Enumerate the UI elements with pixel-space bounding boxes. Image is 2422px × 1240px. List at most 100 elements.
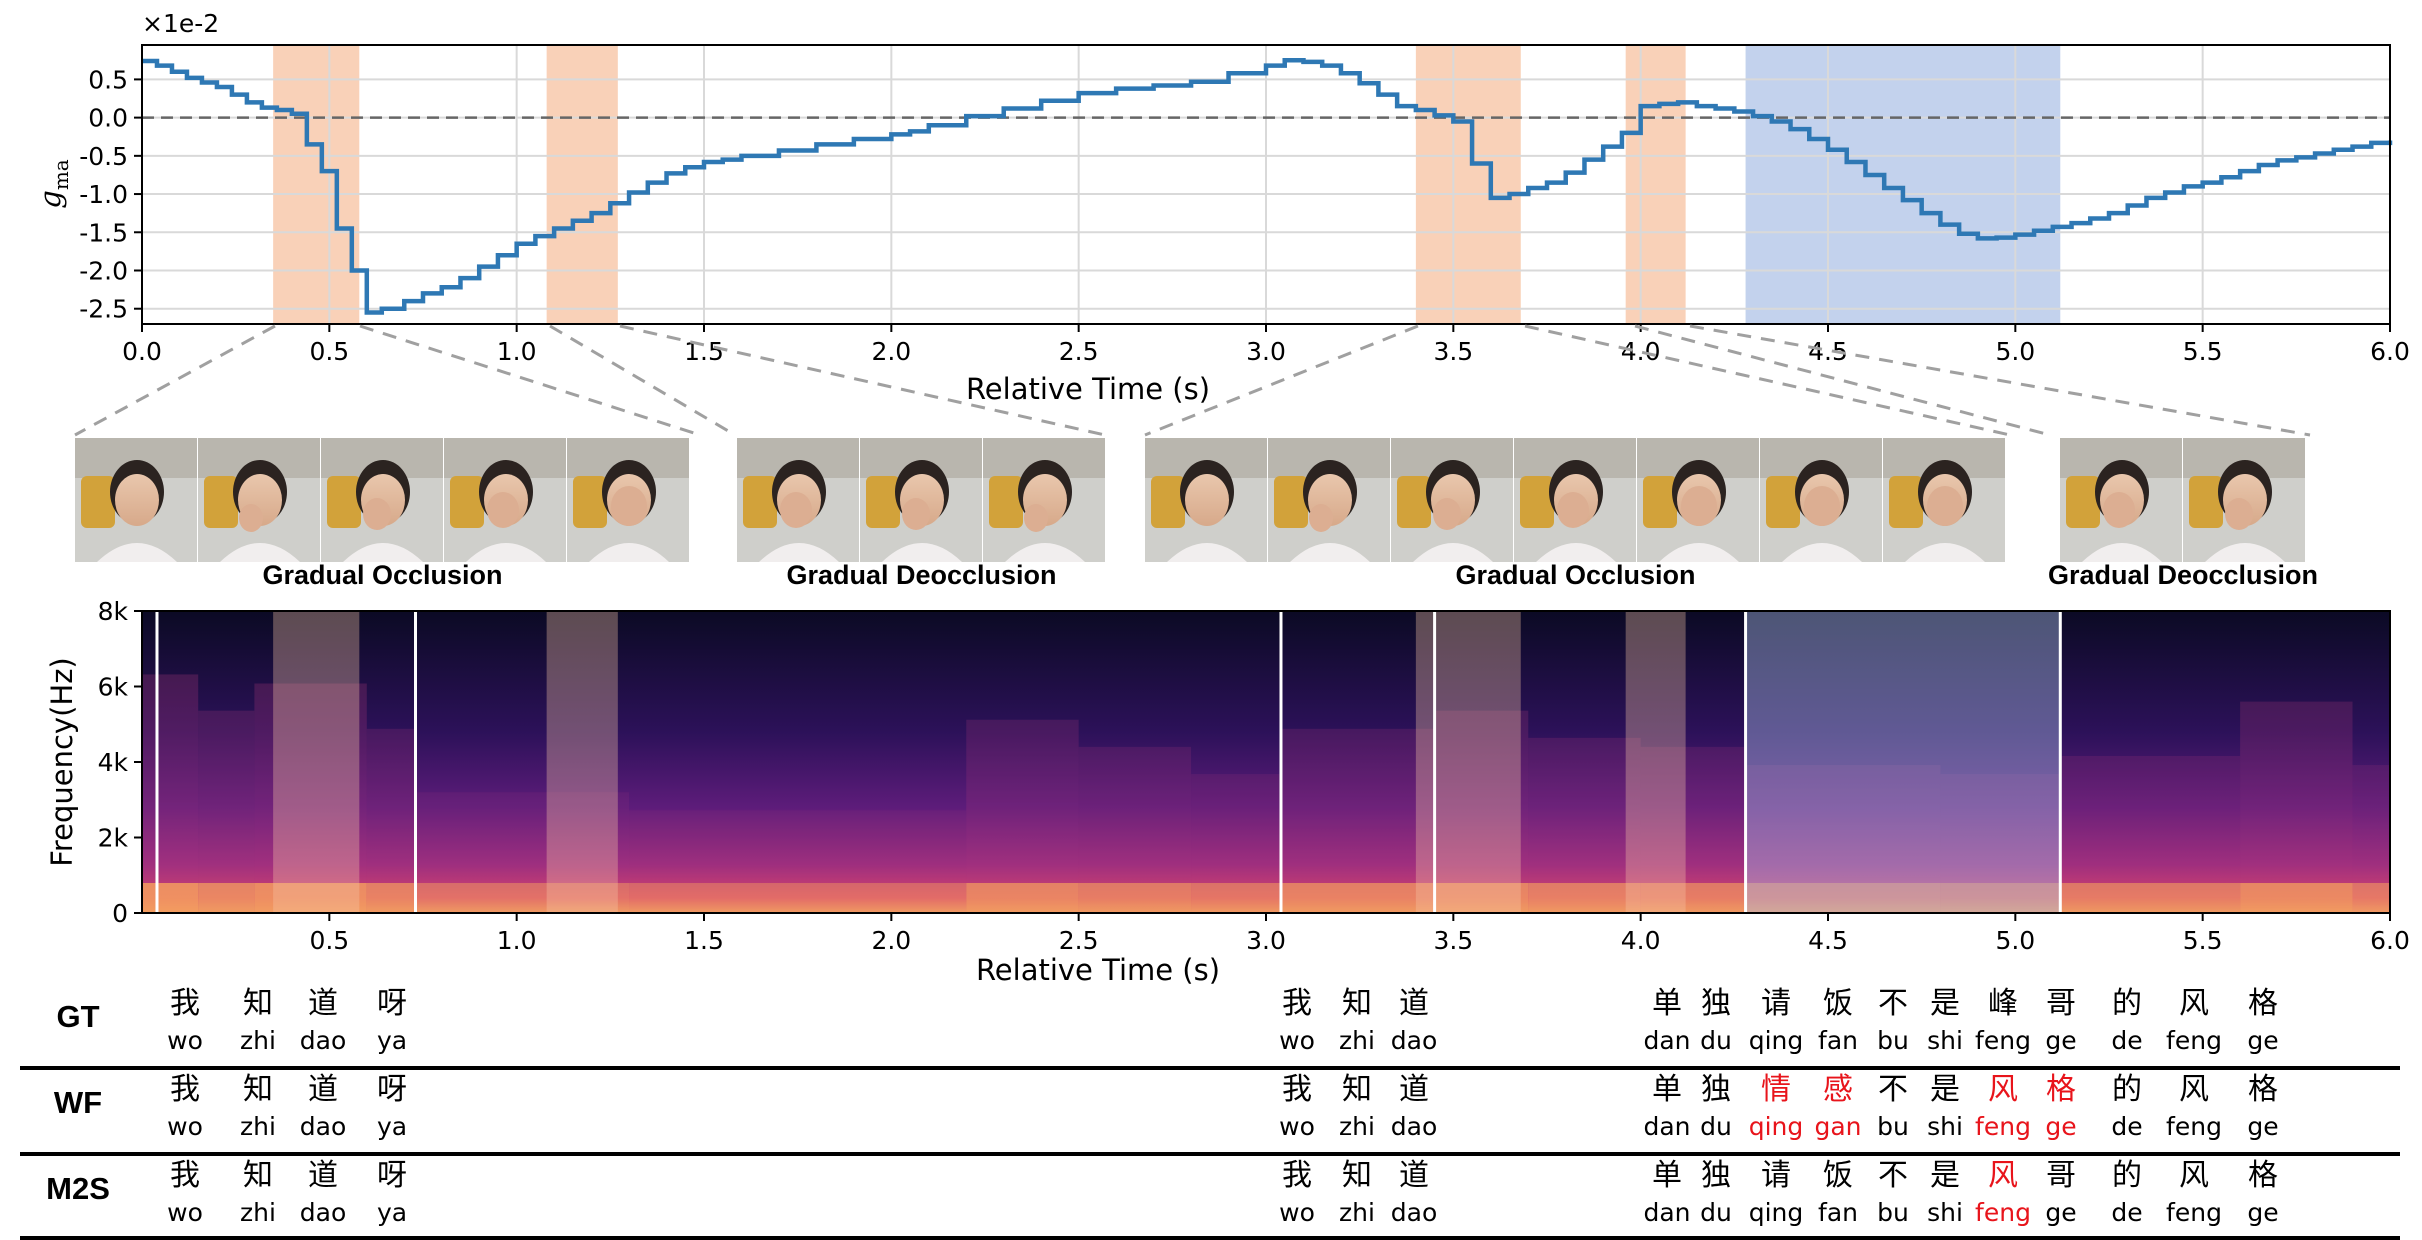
hanzi-char: 知 — [1342, 1158, 1372, 1193]
y-tick-label: -2.0 — [79, 256, 128, 285]
pinyin-syllable: zhi — [240, 1026, 276, 1055]
frame-shirt — [1536, 543, 1616, 562]
frame-shirt — [1659, 543, 1739, 562]
hanzi-char: 的 — [2112, 1158, 2142, 1193]
pinyin-syllable: wo — [1279, 1112, 1315, 1141]
pinyin-syllable: ge — [2045, 1198, 2076, 1227]
hanzi-char: 感 — [1823, 1072, 1853, 1107]
pinyin-syllable: wo — [1279, 1026, 1315, 1055]
video-frame — [1760, 438, 1882, 562]
frame-shirt — [1905, 543, 1985, 562]
occlusion-span — [273, 45, 360, 324]
x-tick-label: 5.0 — [1995, 337, 2035, 366]
frame-hand — [1024, 504, 1048, 532]
frame-chair — [1397, 476, 1431, 528]
low-frequency-band — [1078, 883, 1192, 913]
pinyin-syllable: du — [1700, 1198, 1732, 1227]
x-tick-label: 2.5 — [1059, 337, 1099, 366]
pinyin-syllable: dao — [300, 1198, 346, 1227]
transcript-row: M2S 我 wo 知 zhi 道 dao 呀 ya 我 wo 知 zhi 道 dao 单 dan 独 du 请 qing… — [46, 1158, 2279, 1227]
frame-chair — [450, 476, 484, 528]
frame-hand — [487, 492, 519, 528]
hanzi-char: 风 — [1988, 1072, 2018, 1107]
energy-band — [2240, 701, 2353, 913]
pinyin-syllable: du — [1700, 1112, 1732, 1141]
x-tick-label: 1.5 — [684, 337, 724, 366]
pinyin-syllable: dan — [1643, 1112, 1690, 1141]
frame-group-label: Gradual Deocclusion — [786, 560, 1056, 590]
pinyin-syllable: feng — [1975, 1198, 2031, 1227]
energy-band — [415, 792, 630, 913]
pinyin-syllable: bu — [1877, 1112, 1909, 1141]
pinyin-syllable: shi — [1927, 1112, 1963, 1141]
pinyin-syllable: zhi — [1339, 1026, 1375, 1055]
gma-series-line — [142, 58, 2393, 315]
spectrogram-energy-columns — [142, 674, 2390, 913]
hanzi-char: 风 — [1988, 1158, 2018, 1193]
x-tick-label: 3.0 — [1246, 337, 1286, 366]
hanzi-char: 风 — [2179, 1072, 2209, 1107]
offset-text: ×1e-2 — [142, 9, 219, 38]
low-frequency-band — [1528, 883, 1641, 913]
y-tick-label: -2.5 — [79, 295, 128, 324]
frame-group: Gradual Occlusion — [1145, 438, 2005, 590]
frame-group-label: Gradual Occlusion — [1455, 560, 1695, 590]
hanzi-char: 的 — [2112, 1072, 2142, 1107]
hanzi-char: 独 — [1701, 1158, 1731, 1193]
frame-hand — [1557, 492, 1589, 528]
hanzi-char: 是 — [1930, 986, 1960, 1021]
frame-shirt — [1413, 543, 1493, 562]
hanzi-char: 道 — [308, 1158, 338, 1193]
y-tick-label: -1.0 — [79, 180, 128, 209]
hanzi-char: 我 — [1282, 1072, 1312, 1107]
video-frame — [1514, 438, 1636, 562]
video-frame — [860, 438, 982, 562]
hanzi-char: 情 — [1761, 1072, 1791, 1107]
hanzi-char: 不 — [1878, 1158, 1908, 1193]
pinyin-syllable: zhi — [240, 1198, 276, 1227]
frame-group: Gradual Deocclusion — [737, 438, 1105, 590]
gma-step-path — [142, 58, 2393, 315]
frame-hand — [2103, 492, 2135, 528]
frame-chair — [1766, 476, 1800, 528]
video-frame — [1391, 438, 1513, 562]
zoom-connectors — [74, 324, 2311, 437]
x-axis-label: Relative Time (s) — [966, 372, 1210, 406]
pinyin-syllable: fan — [1818, 1026, 1858, 1055]
row-label: WF — [54, 1085, 102, 1120]
hanzi-char: 知 — [1342, 1072, 1372, 1107]
pinyin-syllable: feng — [1975, 1112, 2031, 1141]
frame-chair — [1151, 476, 1185, 528]
hanzi-char: 我 — [170, 986, 200, 1021]
pinyin-syllable: qing — [1749, 1112, 1804, 1141]
frame-hand — [1433, 498, 1461, 530]
x-tick-label: 4.5 — [1808, 926, 1848, 955]
frame-group-label: Gradual Occlusion — [262, 560, 502, 590]
x-tick-label: 3.0 — [1246, 926, 1286, 955]
pinyin-syllable: feng — [2166, 1026, 2222, 1055]
hanzi-char: 我 — [1282, 986, 1312, 1021]
low-frequency-band — [1745, 883, 1941, 913]
low-frequency-band — [1940, 883, 2061, 913]
pinyin-syllable: bu — [1877, 1198, 1909, 1227]
low-frequency-band — [1191, 883, 1281, 913]
occlusion-span — [1625, 45, 1686, 324]
hanzi-char: 不 — [1878, 986, 1908, 1021]
frame-chair — [2189, 476, 2223, 528]
pinyin-syllable: zhi — [1339, 1198, 1375, 1227]
pinyin-syllable: ya — [377, 1198, 407, 1227]
low-frequency-band — [142, 883, 199, 913]
frame-hand — [1681, 486, 1717, 526]
hanzi-char: 哥 — [2046, 986, 2076, 1021]
frame-chair — [2066, 476, 2100, 528]
hanzi-char: 独 — [1701, 1072, 1731, 1107]
pinyin-syllable: dao — [1391, 1026, 1437, 1055]
deocclusion-span — [1745, 45, 2061, 324]
x-tick-label: 6.0 — [2370, 337, 2410, 366]
energy-band — [254, 683, 367, 913]
hanzi-char: 格 — [2248, 1158, 2278, 1193]
energy-band — [966, 719, 1079, 913]
energy-band — [366, 728, 416, 913]
occlusion-span — [1415, 611, 1521, 913]
hanzi-char: 呀 — [377, 1072, 407, 1107]
